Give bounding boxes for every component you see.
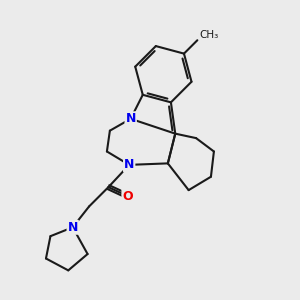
- Text: CH₃: CH₃: [200, 30, 219, 40]
- Text: O: O: [122, 190, 133, 202]
- Text: N: N: [124, 158, 134, 171]
- Text: N: N: [125, 112, 136, 125]
- Text: N: N: [68, 221, 78, 234]
